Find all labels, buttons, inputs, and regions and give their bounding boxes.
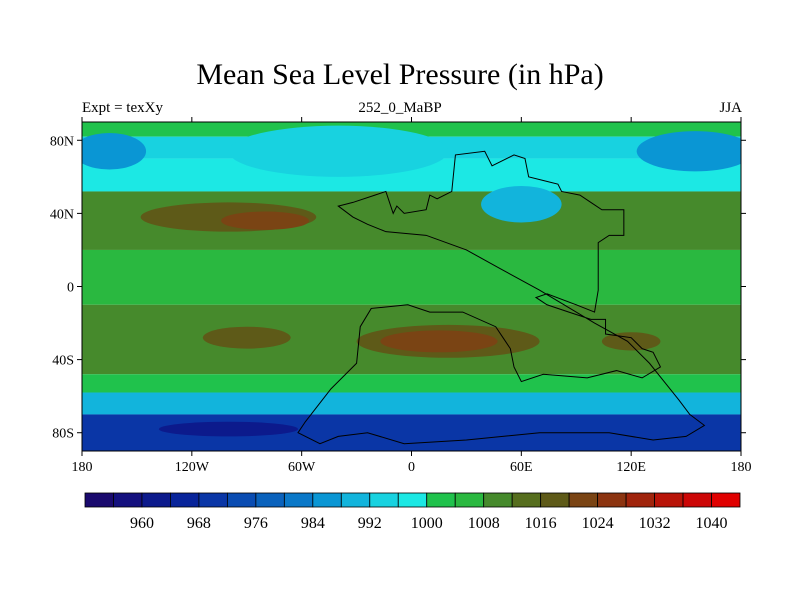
pangea-coastline (297, 150, 706, 445)
x-tick-label: 0 (408, 460, 415, 475)
colorbar-box (255, 492, 285, 508)
y-tick-label: 40S (52, 354, 74, 369)
x-tick-label: 60W (288, 460, 316, 475)
x-tick-label: 120E (616, 460, 646, 475)
subtropical-high-south-core (380, 330, 498, 353)
colorbar-box (511, 492, 542, 508)
subtropical-high-north-core (221, 211, 309, 230)
southern-circumpolar-low (158, 421, 299, 437)
colorbar-box (711, 492, 741, 508)
colorbar-label: 960 (130, 515, 154, 532)
pangea-monsoon-low (481, 185, 562, 223)
y-tick-label: 40N (50, 207, 74, 222)
colorbar-label: 1008 (468, 515, 500, 532)
north-pacific-low (636, 131, 741, 172)
y-tick-label: 80S (52, 427, 74, 442)
colorbar-box (226, 492, 257, 508)
colorbar-box (369, 492, 399, 508)
colorbar-box (540, 492, 570, 508)
north-atlantic-low (228, 125, 449, 177)
colorbar-box (312, 492, 342, 508)
colorbar-box (625, 492, 655, 508)
x-tick-label: 180 (731, 460, 752, 475)
pressure-band (82, 392, 741, 415)
colorbar-label: 1016 (525, 515, 557, 532)
colorbar-box (454, 492, 485, 508)
x-tick-label: 180 (72, 460, 93, 475)
colorbar-box (283, 492, 314, 508)
colorbar-label: 1032 (639, 515, 671, 532)
colorbar-box (340, 492, 371, 508)
colorbar-box (170, 492, 200, 508)
y-tick-label: 80N (50, 134, 74, 149)
colorbar-label: 984 (301, 515, 325, 532)
colorbar-box (682, 492, 712, 508)
pressure-band (82, 374, 741, 393)
colorbar-label: 1040 (696, 515, 728, 532)
colorbar-box (654, 492, 684, 508)
colorbar-label: 992 (358, 515, 382, 532)
colorbar-box (397, 492, 428, 508)
colorbar-box (141, 492, 171, 508)
arctic-low (82, 132, 147, 170)
pressure-band (82, 122, 741, 137)
subtropical-high-southwest (202, 326, 291, 349)
colorbar-label: 1024 (582, 515, 614, 532)
colorbar-box (568, 492, 599, 508)
y-tick-label: 0 (67, 281, 74, 296)
colorbar-label: 968 (187, 515, 211, 532)
indian-high (601, 332, 661, 351)
map-field (82, 122, 741, 451)
colorbar-label: 1000 (411, 515, 443, 532)
colorbar-box (198, 492, 228, 508)
x-tick-label: 120W (175, 460, 210, 475)
subtitle-time: 252_0_MaBP (358, 100, 442, 116)
colorbar-box (483, 492, 513, 508)
subtitle-season: JJA (719, 100, 742, 116)
colorbar-box (426, 492, 456, 508)
colorbar-label: 976 (244, 515, 268, 532)
colorbar-box (597, 492, 627, 508)
x-tick-label: 60E (510, 460, 533, 475)
colorbar-box (113, 492, 143, 508)
pressure-band (82, 249, 741, 305)
colorbar-box (84, 492, 114, 508)
chart-title: Mean Sea Level Pressure (in hPa) (196, 58, 604, 91)
subtitle-experiment: Expt = texXy (82, 100, 163, 116)
